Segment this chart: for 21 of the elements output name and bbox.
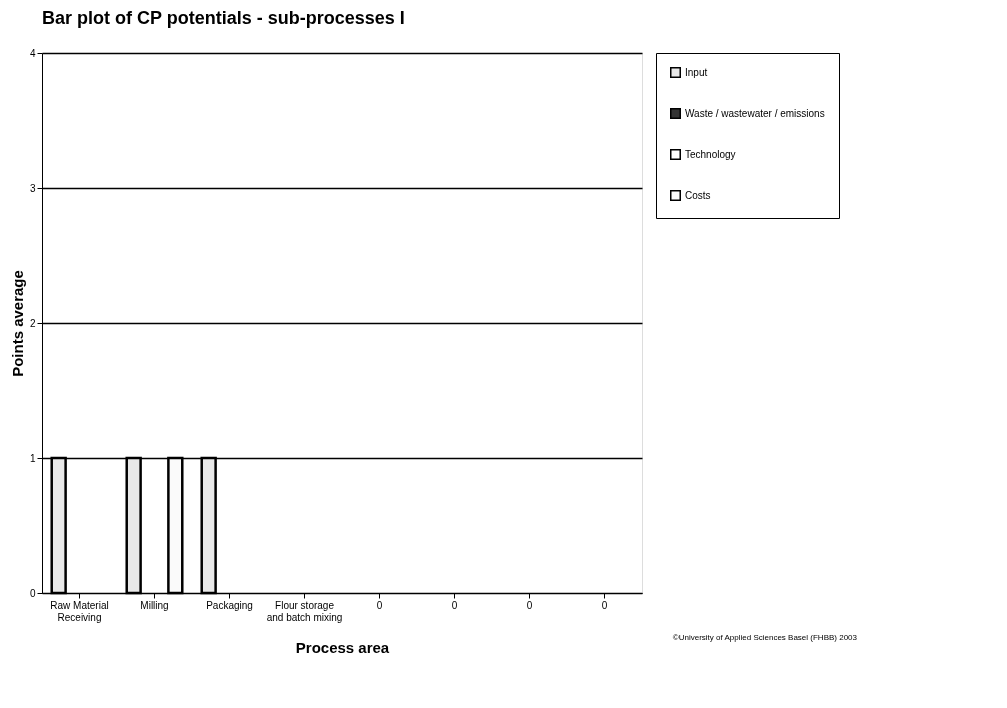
legend-label: Waste / wastewater / emissions [685, 107, 825, 119]
x-tick-label: 0 [601, 599, 608, 611]
legend-label: Costs [685, 189, 711, 201]
x-axis-title: Process area [295, 638, 390, 656]
x-tick-label: Raw Material Receiving [50, 599, 109, 623]
y-tick-label: 4 [29, 47, 36, 59]
y-tick-label: 2 [29, 317, 36, 329]
x-tick-label: Flour storage and batch mixing [266, 599, 343, 623]
y-tick-label: 1 [29, 452, 36, 464]
chart-title: Bar plot of CP potentials - sub-processes I [42, 8, 405, 28]
legend-label: Input [685, 66, 708, 78]
x-tick-label: 0 [451, 599, 458, 611]
y-tick-label: 3 [29, 182, 36, 194]
y-tick-label: 0 [29, 587, 36, 599]
x-tick-label: 0 [376, 599, 383, 611]
x-tick-label: 0 [526, 599, 533, 611]
text: ©University of Applied Sciences Basel (FHBB) 2003 [672, 633, 858, 642]
x-tick-label: Milling [140, 599, 169, 611]
x-tick-label: Packaging [206, 599, 253, 611]
y-axis-title: Points average [8, 270, 26, 377]
legend-label: Technology [685, 148, 736, 160]
